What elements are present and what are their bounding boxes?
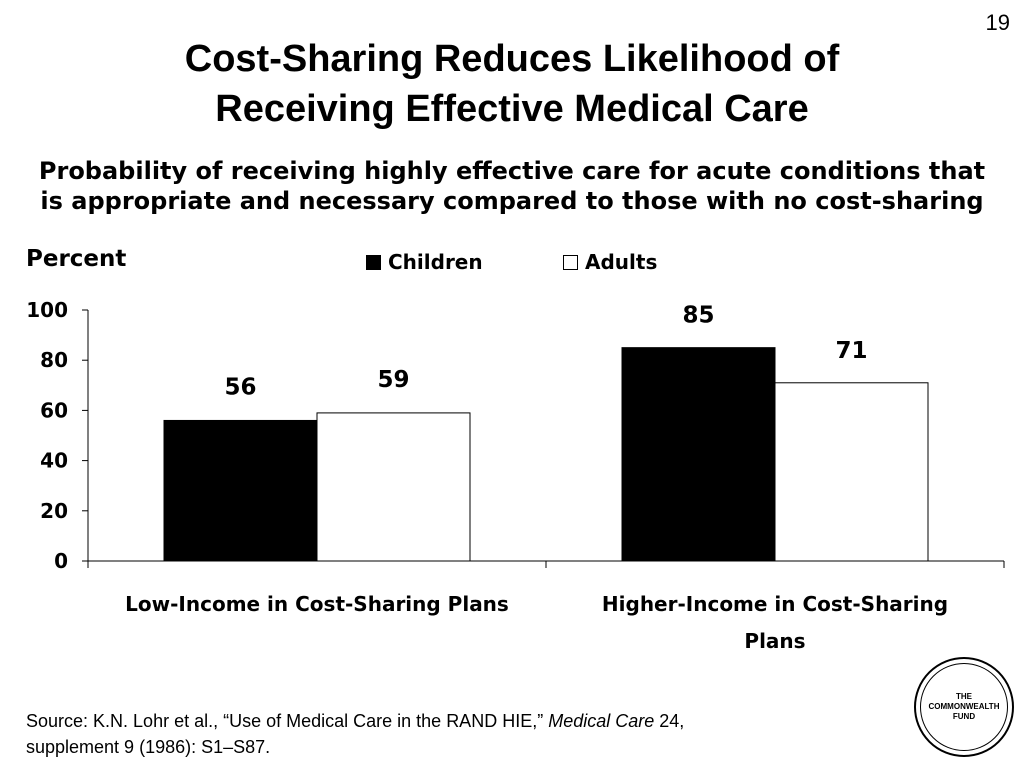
x-category-label: Higher-Income in Cost-Sharing: [602, 592, 948, 616]
y-tick-label: 60: [40, 398, 68, 422]
source-prefix: Source: K.N. Lohr et al., “Use of Medica…: [26, 711, 549, 731]
logo-inner-ring: THE COMMONWEALTH FUND: [920, 663, 1008, 751]
chart-subtitle-line-2: is appropriate and necessary compared to…: [40, 187, 984, 215]
slide-number: 19: [985, 10, 1010, 35]
source-citation: Source: K.N. Lohr et al., “Use of Medica…: [26, 708, 684, 760]
y-tick-label: 0: [54, 549, 68, 573]
slide-title-line-1: Cost-Sharing Reduces Likelihood of: [184, 38, 840, 80]
y-tick-label: 40: [40, 449, 68, 473]
bar-chart: 0 20 40 60 80 100 56 59 Low-Income in Cost-Shari…: [26, 298, 1005, 653]
y-tick-label: 80: [40, 348, 68, 372]
chart-subtitle-line-1: Probability of receiving highly effectiv…: [38, 157, 986, 185]
legend-swatch-adults: [563, 254, 578, 270]
y-tick-label: 100: [26, 298, 68, 322]
commonwealth-fund-logo: THE COMMONWEALTH FUND: [914, 657, 1014, 757]
data-label-adults: 59: [377, 367, 409, 393]
slide-title: Cost-Sharing Reduces Likelihood of Recei…: [0, 34, 1024, 134]
source-journal: Medical Care: [548, 711, 655, 731]
data-label-children: 85: [682, 303, 714, 329]
legend-label-children: Children: [388, 250, 483, 274]
logo-line-3: FUND: [952, 712, 976, 721]
slide-title-line-2: Receiving Effective Medical Care: [215, 88, 809, 130]
y-tick-label: 20: [40, 499, 68, 523]
data-label-children: 56: [224, 374, 256, 400]
legend-item-adults: Adults: [563, 250, 657, 274]
data-label-adults: 71: [835, 338, 867, 364]
source-line-2: supplement 9 (1986): S1–S87.: [26, 737, 271, 757]
legend-swatch-children: [366, 254, 381, 270]
bar-children: [621, 347, 776, 562]
source-line-1: Source: K.N. Lohr et al., “Use of Medica…: [26, 708, 684, 734]
legend-label-adults: Adults: [585, 250, 658, 274]
bar-adults: [774, 382, 929, 562]
y-axis-label: Percent: [26, 246, 127, 272]
chart-subtitle: Probability of receiving highly effectiv…: [0, 156, 1024, 216]
bar-adults: [316, 412, 471, 562]
logo-line-1: THE: [956, 692, 972, 701]
x-category-label: Low-Income in Cost-Sharing Plans: [125, 592, 509, 616]
x-category-label: Plans: [744, 629, 805, 653]
legend-item-children: Children: [366, 250, 483, 274]
source-suffix: 24,: [654, 711, 685, 731]
logo-line-2: COMMONWEALTH: [928, 702, 1000, 711]
bar-children: [163, 419, 318, 562]
